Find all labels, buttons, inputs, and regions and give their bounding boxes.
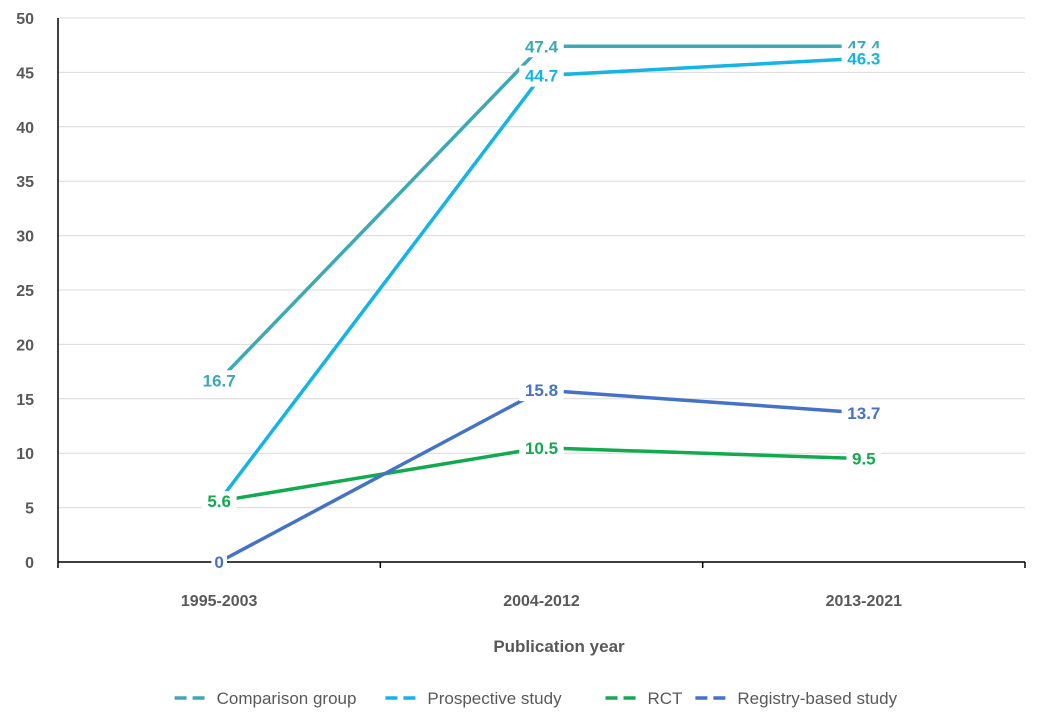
data-label: 10.5 (525, 439, 558, 458)
y-tick-label: 50 (16, 11, 34, 28)
x-tick-label: 2013-2021 (826, 593, 903, 610)
legend-label: Registry-based study (737, 689, 897, 708)
y-tick-label: 35 (16, 174, 34, 191)
data-label: 5.6 (207, 492, 231, 511)
data-label-bg (841, 48, 887, 70)
data-label-bg (201, 491, 237, 513)
data-label-bg (841, 402, 887, 424)
y-tick-label: 0 (25, 555, 34, 572)
y-tick-label: 5 (25, 501, 34, 518)
data-label: 9.5 (852, 450, 876, 469)
legend-label: Comparison group (217, 689, 357, 708)
x-tick-label: 2004-2012 (503, 593, 580, 610)
data-label: 16.7 (203, 371, 236, 390)
y-tick-label: 40 (16, 120, 34, 137)
y-tick-label: 45 (16, 65, 34, 82)
y-tick-label: 10 (16, 446, 34, 463)
x-axis-title: Publication year (493, 637, 625, 656)
x-tick-label: 1995-2003 (181, 593, 258, 610)
data-label-bg (196, 370, 242, 392)
series-lines (217, 44, 866, 564)
y-tick-label: 30 (16, 229, 34, 246)
data-label-bg (519, 65, 564, 87)
series-line (217, 44, 866, 383)
data-label: 15.8 (525, 381, 558, 400)
axes: 0 5 10 15 20 25 30 35 40 45 50 1995-2003 2004-2012 20… (16, 11, 1026, 610)
gridlines (58, 17, 1025, 509)
legend: Comparison group Prospective study RCT Regi… (174, 689, 898, 708)
data-label-bg (211, 552, 227, 573)
data-label-bg (519, 380, 564, 402)
data-label: 46.3 (847, 49, 880, 68)
series-line (217, 388, 866, 564)
data-label: 44.7 (525, 67, 558, 86)
data-label: 47.4 (525, 37, 559, 56)
data-label-bg (846, 448, 882, 470)
legend-label: RCT (648, 689, 683, 708)
data-label: 0 (214, 553, 223, 572)
data-label-bg (519, 36, 564, 58)
y-tick-label: 15 (16, 392, 34, 409)
data-label: 13.7 (847, 404, 880, 423)
y-tick-label: 25 (16, 283, 34, 300)
data-label-bg (519, 437, 564, 459)
y-tick-label: 20 (16, 337, 34, 354)
legend-label: Prospective study (427, 689, 562, 708)
